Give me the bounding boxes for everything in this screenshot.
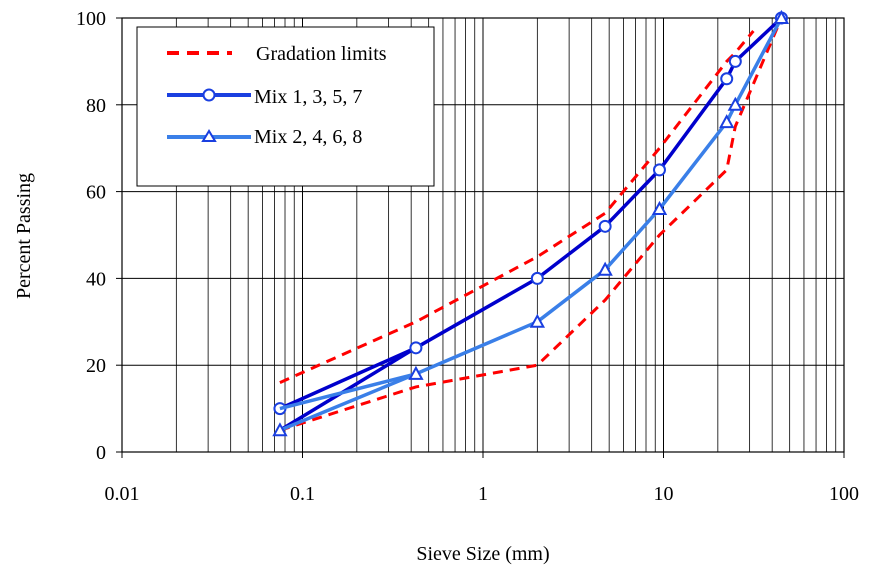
mix-1-3-5-7-point: [720, 72, 734, 86]
legend-label-limits: Gradation limits: [256, 43, 387, 65]
legend-box: [136, 26, 435, 187]
mix-1-3-5-7-point: [598, 219, 612, 233]
x-tick-label: 0.01: [105, 483, 140, 505]
mix-2-4-6-8-line: [279, 372, 417, 411]
mix-1-3-5-7-point: [530, 271, 544, 285]
axes: [116, 17, 845, 458]
mix-2-4-6-8-point: [773, 9, 790, 24]
mix-2-4-6-8-point: [408, 365, 424, 380]
mix-2-4-6-8-point: [719, 114, 735, 129]
legend: Gradation limits Mix 1, 3, 5, 7 Mix 2, 4…: [136, 26, 435, 187]
mix-2-4-6-8-point: [651, 200, 668, 215]
x-tick-label: 0.1: [290, 483, 315, 505]
gradation-limit-line: [279, 30, 755, 384]
y-axis-title: Percent Passing: [13, 173, 35, 299]
series-gradation-limits: [279, 17, 783, 432]
y-tick-label: 40: [86, 268, 106, 290]
mix-1-3-5-7-line: [278, 346, 417, 432]
mix-2-4-6-8-point: [272, 422, 288, 437]
mix-1-3-5-7-point: [409, 341, 423, 355]
y-tick-label: 20: [86, 355, 106, 377]
tick-labels: 0.01 0.1 1 10 100 0 20 40 60 80 100: [76, 8, 859, 505]
mix-1-3-5-7-point: [652, 163, 666, 177]
mix-2-4-6-8-point: [727, 96, 744, 111]
x-tick-label: 1: [478, 483, 488, 505]
x-axis-title: Sieve Size (mm): [416, 543, 549, 565]
y-tick-label: 0: [96, 442, 106, 464]
x-tick-label: 10: [654, 483, 674, 505]
mix-1-3-5-7-point: [728, 54, 742, 68]
x-tick-label: 100: [829, 483, 859, 505]
series-mix-2-4-6-8: [272, 9, 790, 437]
legend-label-mix-odd: Mix 1, 3, 5, 7: [254, 86, 362, 108]
legend-label-mix-even: Mix 2, 4, 6, 8: [254, 126, 362, 148]
y-tick-label: 80: [86, 95, 106, 117]
y-tick-label: 100: [76, 8, 106, 30]
y-tick-label: 60: [86, 182, 106, 204]
legend-marker-triangle: [201, 129, 217, 142]
legend-marker-circle: [202, 88, 216, 102]
mix-2-4-6-8-point: [597, 261, 613, 276]
mix-2-4-6-8-point: [529, 313, 546, 328]
